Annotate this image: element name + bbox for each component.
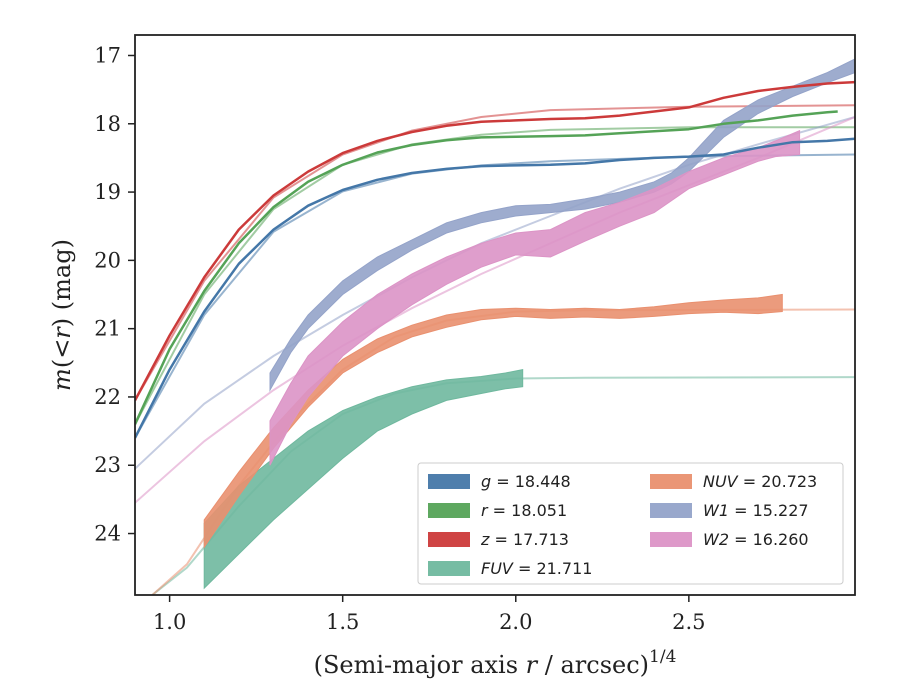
band-nuv: [203, 293, 783, 549]
uncertainty-bands: [203, 58, 855, 590]
legend-label-nuv: NUV = 20.723: [703, 472, 817, 491]
y-tick-label: 24: [94, 522, 121, 546]
x-tick-label: 2.5: [672, 610, 705, 634]
legend-swatch-w2: [650, 532, 692, 547]
y-tick-label: 21: [94, 317, 121, 341]
legend-label-g: g = 18.448: [481, 472, 571, 491]
legend-swatch-r: [428, 503, 470, 518]
x-axis-label: (Semi-major axis r / arcsec)1/4: [314, 647, 677, 679]
y-axis-label: m(<r) (mag): [48, 239, 76, 391]
y-tick-label: 18: [94, 112, 121, 136]
plot-frame: [134, 34, 856, 596]
legend-swatch-g: [428, 474, 470, 489]
legend-swatch-nuv: [650, 474, 692, 489]
y-tick-label: 22: [94, 385, 121, 409]
band-w2: [269, 129, 801, 466]
legend-swatch-z: [428, 532, 470, 547]
legend-swatch-w1: [650, 503, 692, 518]
x-tick-label: 1.0: [153, 610, 186, 634]
model-curve-z: [135, 104, 855, 401]
y-tick-label: 19: [94, 180, 121, 204]
y-tick-label: 23: [94, 453, 121, 477]
observed-lines: [135, 80, 855, 439]
band-w1: [269, 58, 855, 393]
y-tick-label: 20: [94, 248, 121, 272]
y-tick-label: 17: [94, 43, 121, 67]
model-curve-w1: [135, 116, 855, 470]
line-g: [135, 137, 855, 439]
line-z: [135, 80, 855, 401]
legend-box: [417, 462, 844, 585]
y-axis-ticks: 17 18 19 20 21 22 23 24: [94, 43, 135, 546]
legend-label-z: z = 17.713: [480, 530, 569, 549]
x-tick-label: 1.5: [326, 610, 359, 634]
legend: g = 18.448 r = 18.051 z = 17.713 FUV = 21.7…: [417, 462, 844, 585]
band-fuv: [203, 368, 524, 590]
legend-label-w2: W2 = 16.260: [703, 530, 809, 549]
x-axis-ticks: 1.0 1.5 2.0 2.5: [153, 595, 706, 634]
legend-label-fuv: FUV = 21.711: [481, 559, 592, 578]
legend-label-r: r = 18.051: [481, 501, 567, 520]
legend-swatch-fuv: [428, 561, 470, 576]
line-r: [135, 110, 838, 425]
legend-label-w1: W1 = 15.227: [703, 501, 809, 520]
model-curve-g: [135, 153, 855, 439]
x-tick-label: 2.0: [499, 610, 532, 634]
